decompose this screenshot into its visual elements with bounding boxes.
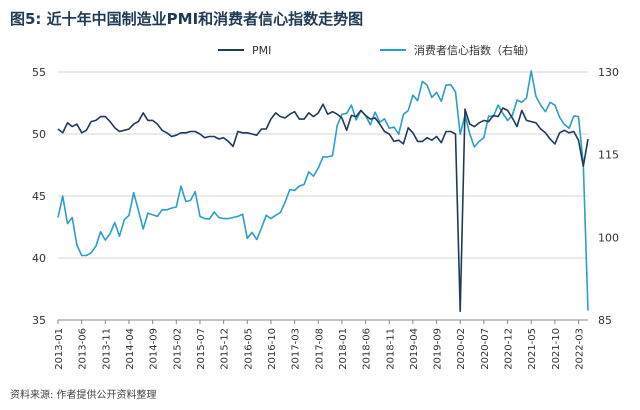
y-left-tick-label: 50	[32, 128, 46, 141]
x-tick-label: 2022-03	[575, 328, 586, 370]
x-tick-label: 2020-07	[480, 328, 491, 370]
x-tick-label: 2021-05	[527, 328, 538, 370]
x-tick-label: 2015-07	[196, 328, 207, 370]
x-tick-label: 2021-10	[551, 328, 562, 370]
x-tick-label: 2013-06	[78, 328, 89, 370]
y-right-tick-label: 100	[598, 231, 619, 244]
y-right-tick-label: 115	[598, 149, 619, 162]
x-tick-label: 2013-01	[54, 328, 65, 370]
y-right-tick-label: 130	[598, 66, 619, 79]
x-tick-label: 2018-06	[362, 328, 373, 370]
series-line-consumer-confidence	[57, 70, 589, 311]
x-tick-label: 2017-08	[314, 328, 325, 370]
x-tick-label: 2017-03	[291, 328, 302, 370]
x-tick-label: 2015-02	[172, 328, 183, 370]
x-tick-label: 2019-04	[409, 328, 420, 370]
x-tick-label: 2019-09	[433, 328, 444, 370]
legend-label: 消费者信心指数（右轴）	[414, 43, 535, 57]
x-tick-label: 2014-09	[149, 328, 160, 370]
y-left-tick-label: 40	[32, 252, 46, 265]
legend-label: PMI	[252, 44, 271, 57]
x-tick-label: 2016-10	[267, 328, 278, 370]
x-tick-label: 2018-11	[385, 328, 396, 370]
x-tick-label: 2013-11	[101, 328, 112, 370]
y-left-tick-label: 55	[32, 66, 46, 79]
x-tick-label: 2018-01	[338, 328, 349, 370]
y-right-tick-label: 85	[598, 314, 612, 327]
x-tick-label: 2014-04	[125, 328, 136, 370]
x-tick-label: 2015-12	[220, 328, 231, 370]
y-left-tick-label: 35	[32, 314, 46, 327]
series-line-pmi	[57, 103, 589, 313]
figure-title: 图5: 近十年中国制造业PMI和消费者信心指数走势图	[10, 10, 364, 28]
x-tick-label: 2016-05	[243, 328, 254, 370]
x-tick-label: 2020-12	[504, 328, 515, 370]
x-tick-label: 2020-02	[456, 328, 467, 370]
source-note: 资料来源: 作者提供公开资料整理	[10, 390, 157, 401]
y-left-tick-label: 45	[32, 190, 46, 203]
